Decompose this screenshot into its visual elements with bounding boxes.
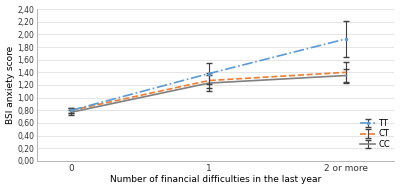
X-axis label: Number of financial difficulties in the last year: Number of financial difficulties in the … xyxy=(110,175,322,184)
Y-axis label: BSI anxiety score: BSI anxiety score xyxy=(6,46,14,124)
Legend: TT, CT, CC: TT, CT, CC xyxy=(360,119,390,149)
